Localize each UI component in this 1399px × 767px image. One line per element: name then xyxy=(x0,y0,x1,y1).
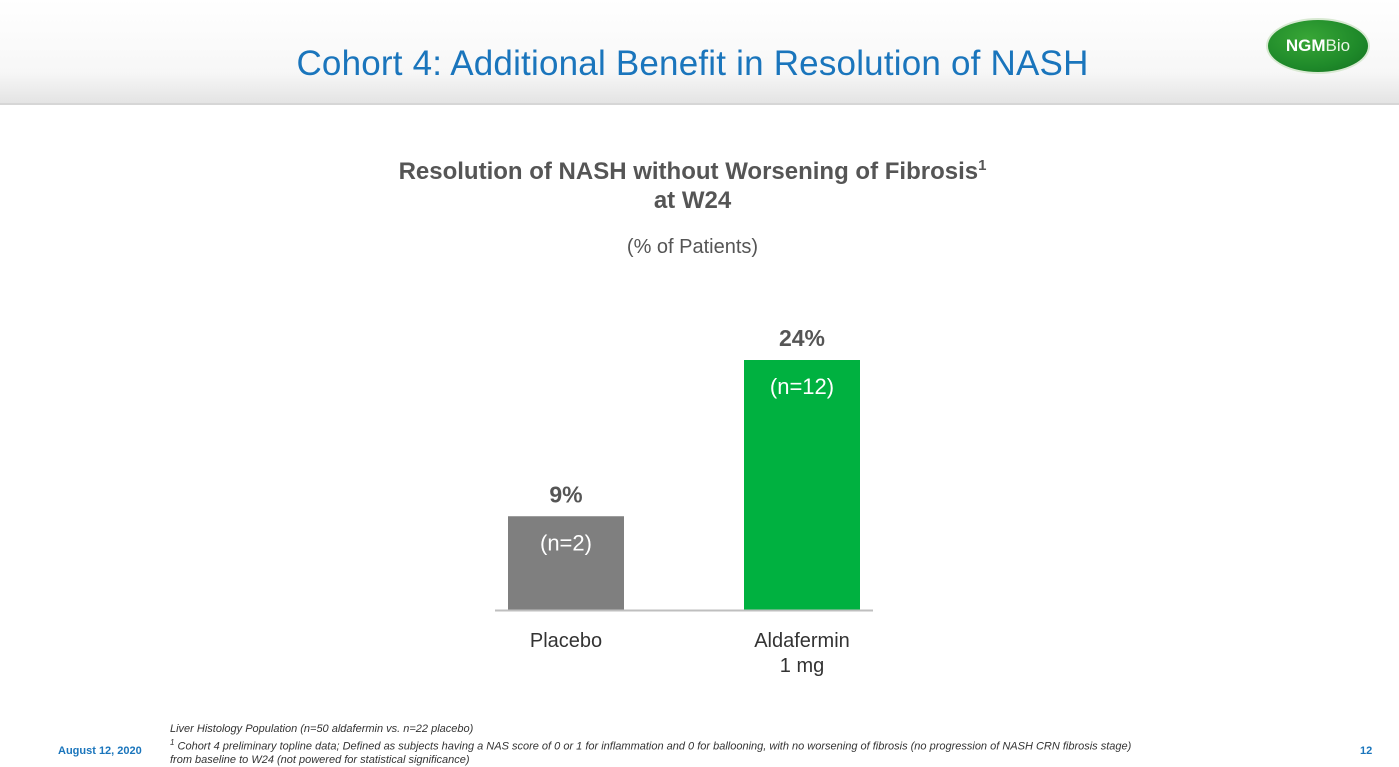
footnote-1: 1 Cohort 4 preliminary topline data; Def… xyxy=(170,736,1340,754)
bar-0 xyxy=(508,516,624,610)
bar-value-label-0: 9% xyxy=(549,481,582,507)
bar-value-label-1: 24% xyxy=(779,325,825,351)
bar-1 xyxy=(744,360,860,610)
slide-header: Cohort 4: Additional Benefit in Resoluti… xyxy=(0,0,1399,105)
footnote-1-text: Cohort 4 preliminary topline data; Defin… xyxy=(174,740,1132,753)
chart-title-line2: at W24 xyxy=(653,187,732,214)
chart-title-text: Resolution of NASH without Worsening of … xyxy=(398,158,979,185)
bar-n-label-0: (n=2) xyxy=(540,530,592,555)
footnotes: Liver Histology Population (n=50 aldafer… xyxy=(170,723,1340,767)
footer-date: August 12, 2020 xyxy=(58,745,142,757)
chart-subtitle: (% of Patients) xyxy=(626,236,759,258)
chart-title-line1: Resolution of NASH without Worsening of … xyxy=(0,157,1385,186)
ngmbio-logo: NGMBio xyxy=(1266,18,1370,74)
page-number: 12 xyxy=(1360,745,1373,757)
category-label-1-1: 1 mg xyxy=(780,655,824,677)
slide-title: Cohort 4: Additional Benefit in Resoluti… xyxy=(296,44,1089,83)
category-label-1-0: Aldafermin xyxy=(754,630,850,652)
footnote-population: Liver Histology Population (n=50 aldafer… xyxy=(170,723,474,735)
logo-text-ngm: NGM xyxy=(1285,36,1326,55)
chart-title-footnote-mark: 1 xyxy=(978,157,987,174)
footnote-1-continued: from baseline to W24 (not powered for st… xyxy=(170,753,470,766)
bar-n-label-1: (n=12) xyxy=(770,374,834,399)
logo-text-bio: Bio xyxy=(1325,36,1351,55)
footnote-1-mark: 1 xyxy=(170,738,175,747)
category-label-0-0: Placebo xyxy=(530,630,602,652)
